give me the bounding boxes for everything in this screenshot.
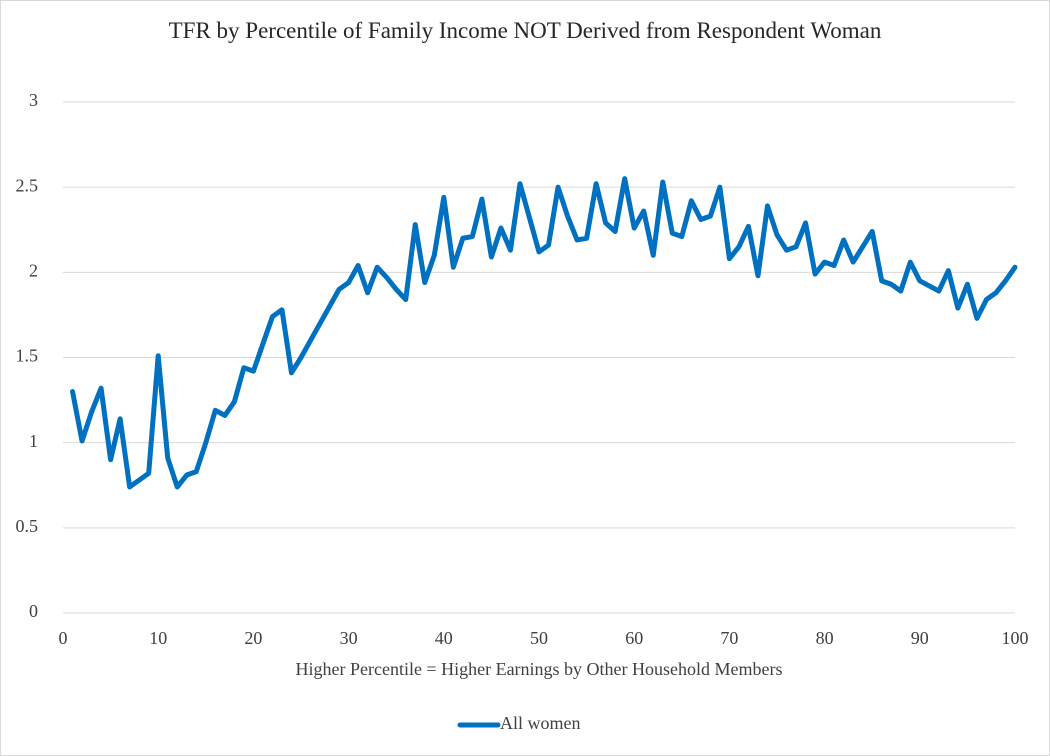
x-tick-label: 0: [59, 628, 68, 648]
y-tick-label: 0: [29, 601, 38, 621]
x-tick-label: 20: [244, 628, 262, 648]
chart-title: TFR by Percentile of Family Income NOT D…: [168, 18, 882, 43]
x-tick-label: 100: [1002, 628, 1029, 648]
y-tick-label: 3: [29, 90, 38, 110]
legend-label: All women: [500, 713, 581, 733]
x-tick-label: 50: [530, 628, 548, 648]
x-tick-label: 60: [625, 628, 643, 648]
x-tick-label: 10: [149, 628, 167, 648]
data-line: [70, 176, 1018, 490]
y-tick-label: 0.5: [16, 516, 39, 536]
x-tick-label: 90: [911, 628, 929, 648]
y-tick-label: 1: [29, 431, 38, 451]
x-tick-label: 70: [720, 628, 738, 648]
y-tick-label: 2.5: [16, 175, 39, 195]
x-tick-label: 80: [816, 628, 834, 648]
y-tick-label: 2: [29, 260, 38, 280]
y-tick-label: 1.5: [16, 346, 39, 366]
x-tick-label: 30: [340, 628, 358, 648]
x-axis-label: Higher Percentile = Higher Earnings by O…: [295, 659, 782, 679]
x-tick-label: 40: [435, 628, 453, 648]
